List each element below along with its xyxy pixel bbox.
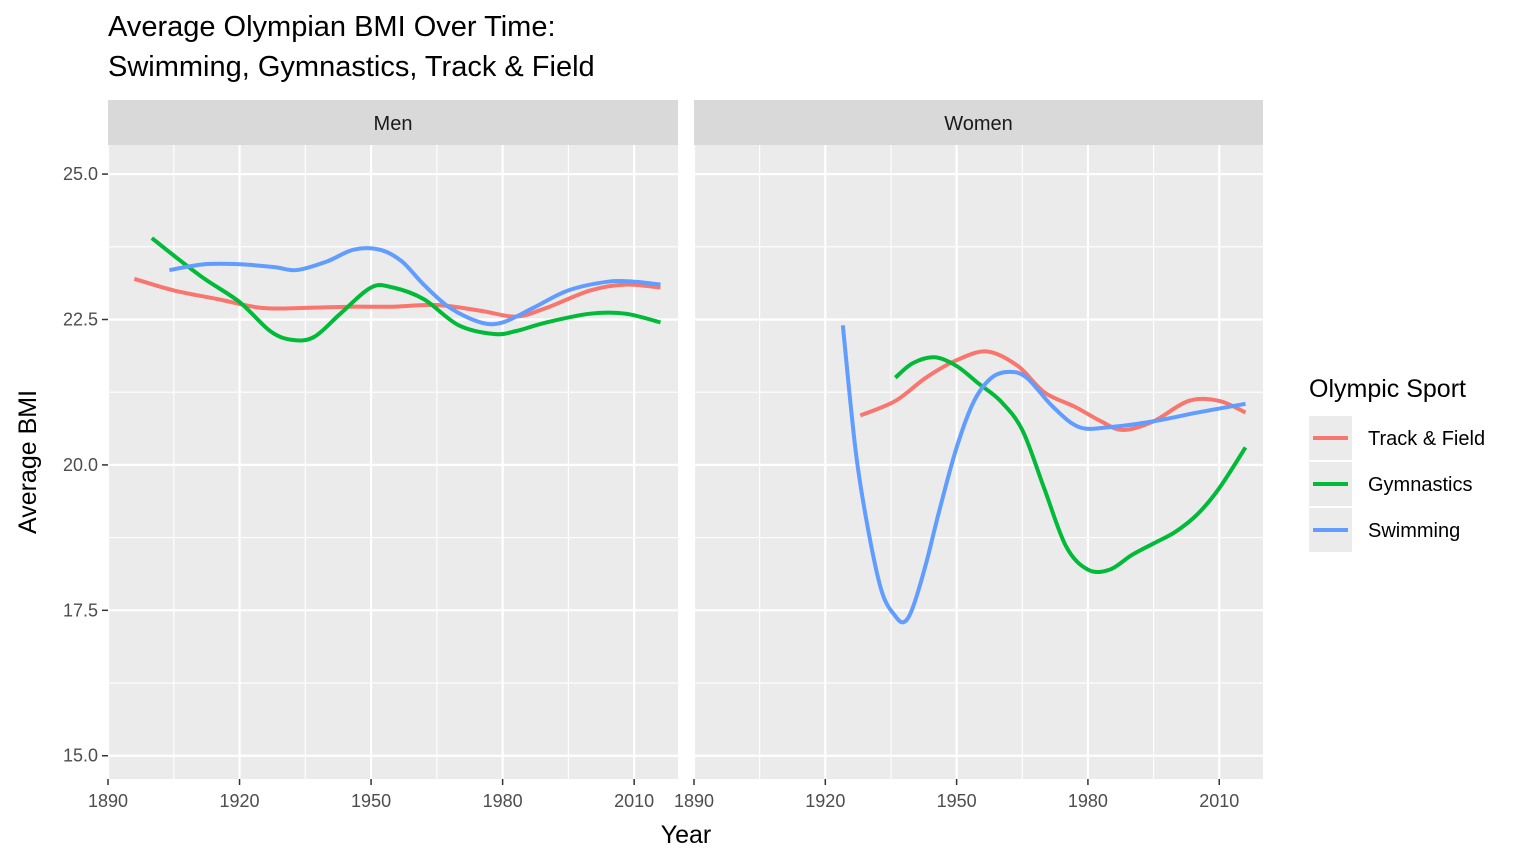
x-tick-label: 1980 [483, 791, 523, 811]
series-line-swimming [169, 246, 661, 327]
facet-strip [694, 100, 1263, 145]
series-line-track-field [859, 349, 1247, 433]
y-tick-label: 22.5 [63, 309, 98, 329]
facet-strip-label: Men [374, 113, 413, 135]
series-line-swimming [840, 325, 1246, 625]
chart-title-line-2: Swimming, Gymnastics, Track & Field [108, 51, 595, 83]
panel-background [694, 145, 1263, 779]
y-axis-title: Average BMI [14, 390, 42, 534]
x-tick-label: 1980 [1068, 791, 1108, 811]
y-tick-label: 20.0 [63, 455, 98, 475]
series-line-gymnastics [894, 355, 1248, 574]
legend-label-gymnastics: Gymnastics [1368, 474, 1472, 496]
series-line-gymnastics [150, 236, 661, 343]
facet-strip-label: Women [944, 113, 1013, 135]
panel-background [108, 145, 678, 779]
x-tick-label: 2010 [1199, 791, 1239, 811]
x-tick-label: 1950 [351, 791, 391, 811]
x-tick-label: 1920 [805, 791, 845, 811]
x-tick-label: 1890 [88, 791, 128, 811]
facet-panel-women: Women 1890 1920 1950 1980 2010 [674, 100, 1263, 811]
x-tick-label: 1950 [937, 791, 977, 811]
facet-strip [108, 100, 678, 145]
x-tick-label: 1890 [674, 791, 714, 811]
chart-title-line-1: Average Olympian BMI Over Time: [108, 11, 556, 43]
facet-panel-men: Men 1890 1920 1950 1980 2010 15.0 17.5 20.0 22.5 2… [63, 100, 678, 811]
y-tick-label: 15.0 [63, 746, 98, 766]
x-tick-label: 2010 [614, 791, 654, 811]
chart-title: Average Olympian BMI Over Time: Swimming… [108, 11, 595, 83]
y-tick-label: 17.5 [63, 600, 98, 620]
series-line-track-field [133, 276, 661, 319]
y-tick-label: 25.0 [63, 164, 98, 184]
legend-label-swimming: Swimming [1368, 520, 1460, 542]
legend: Olympic Sport Track & Field Gymnastics Swi… [1309, 375, 1485, 552]
legend-title: Olympic Sport [1309, 375, 1466, 403]
x-axis-title: Year [661, 821, 712, 849]
x-tick-label: 1920 [220, 791, 260, 811]
legend-label-track-field: Track & Field [1368, 428, 1485, 450]
